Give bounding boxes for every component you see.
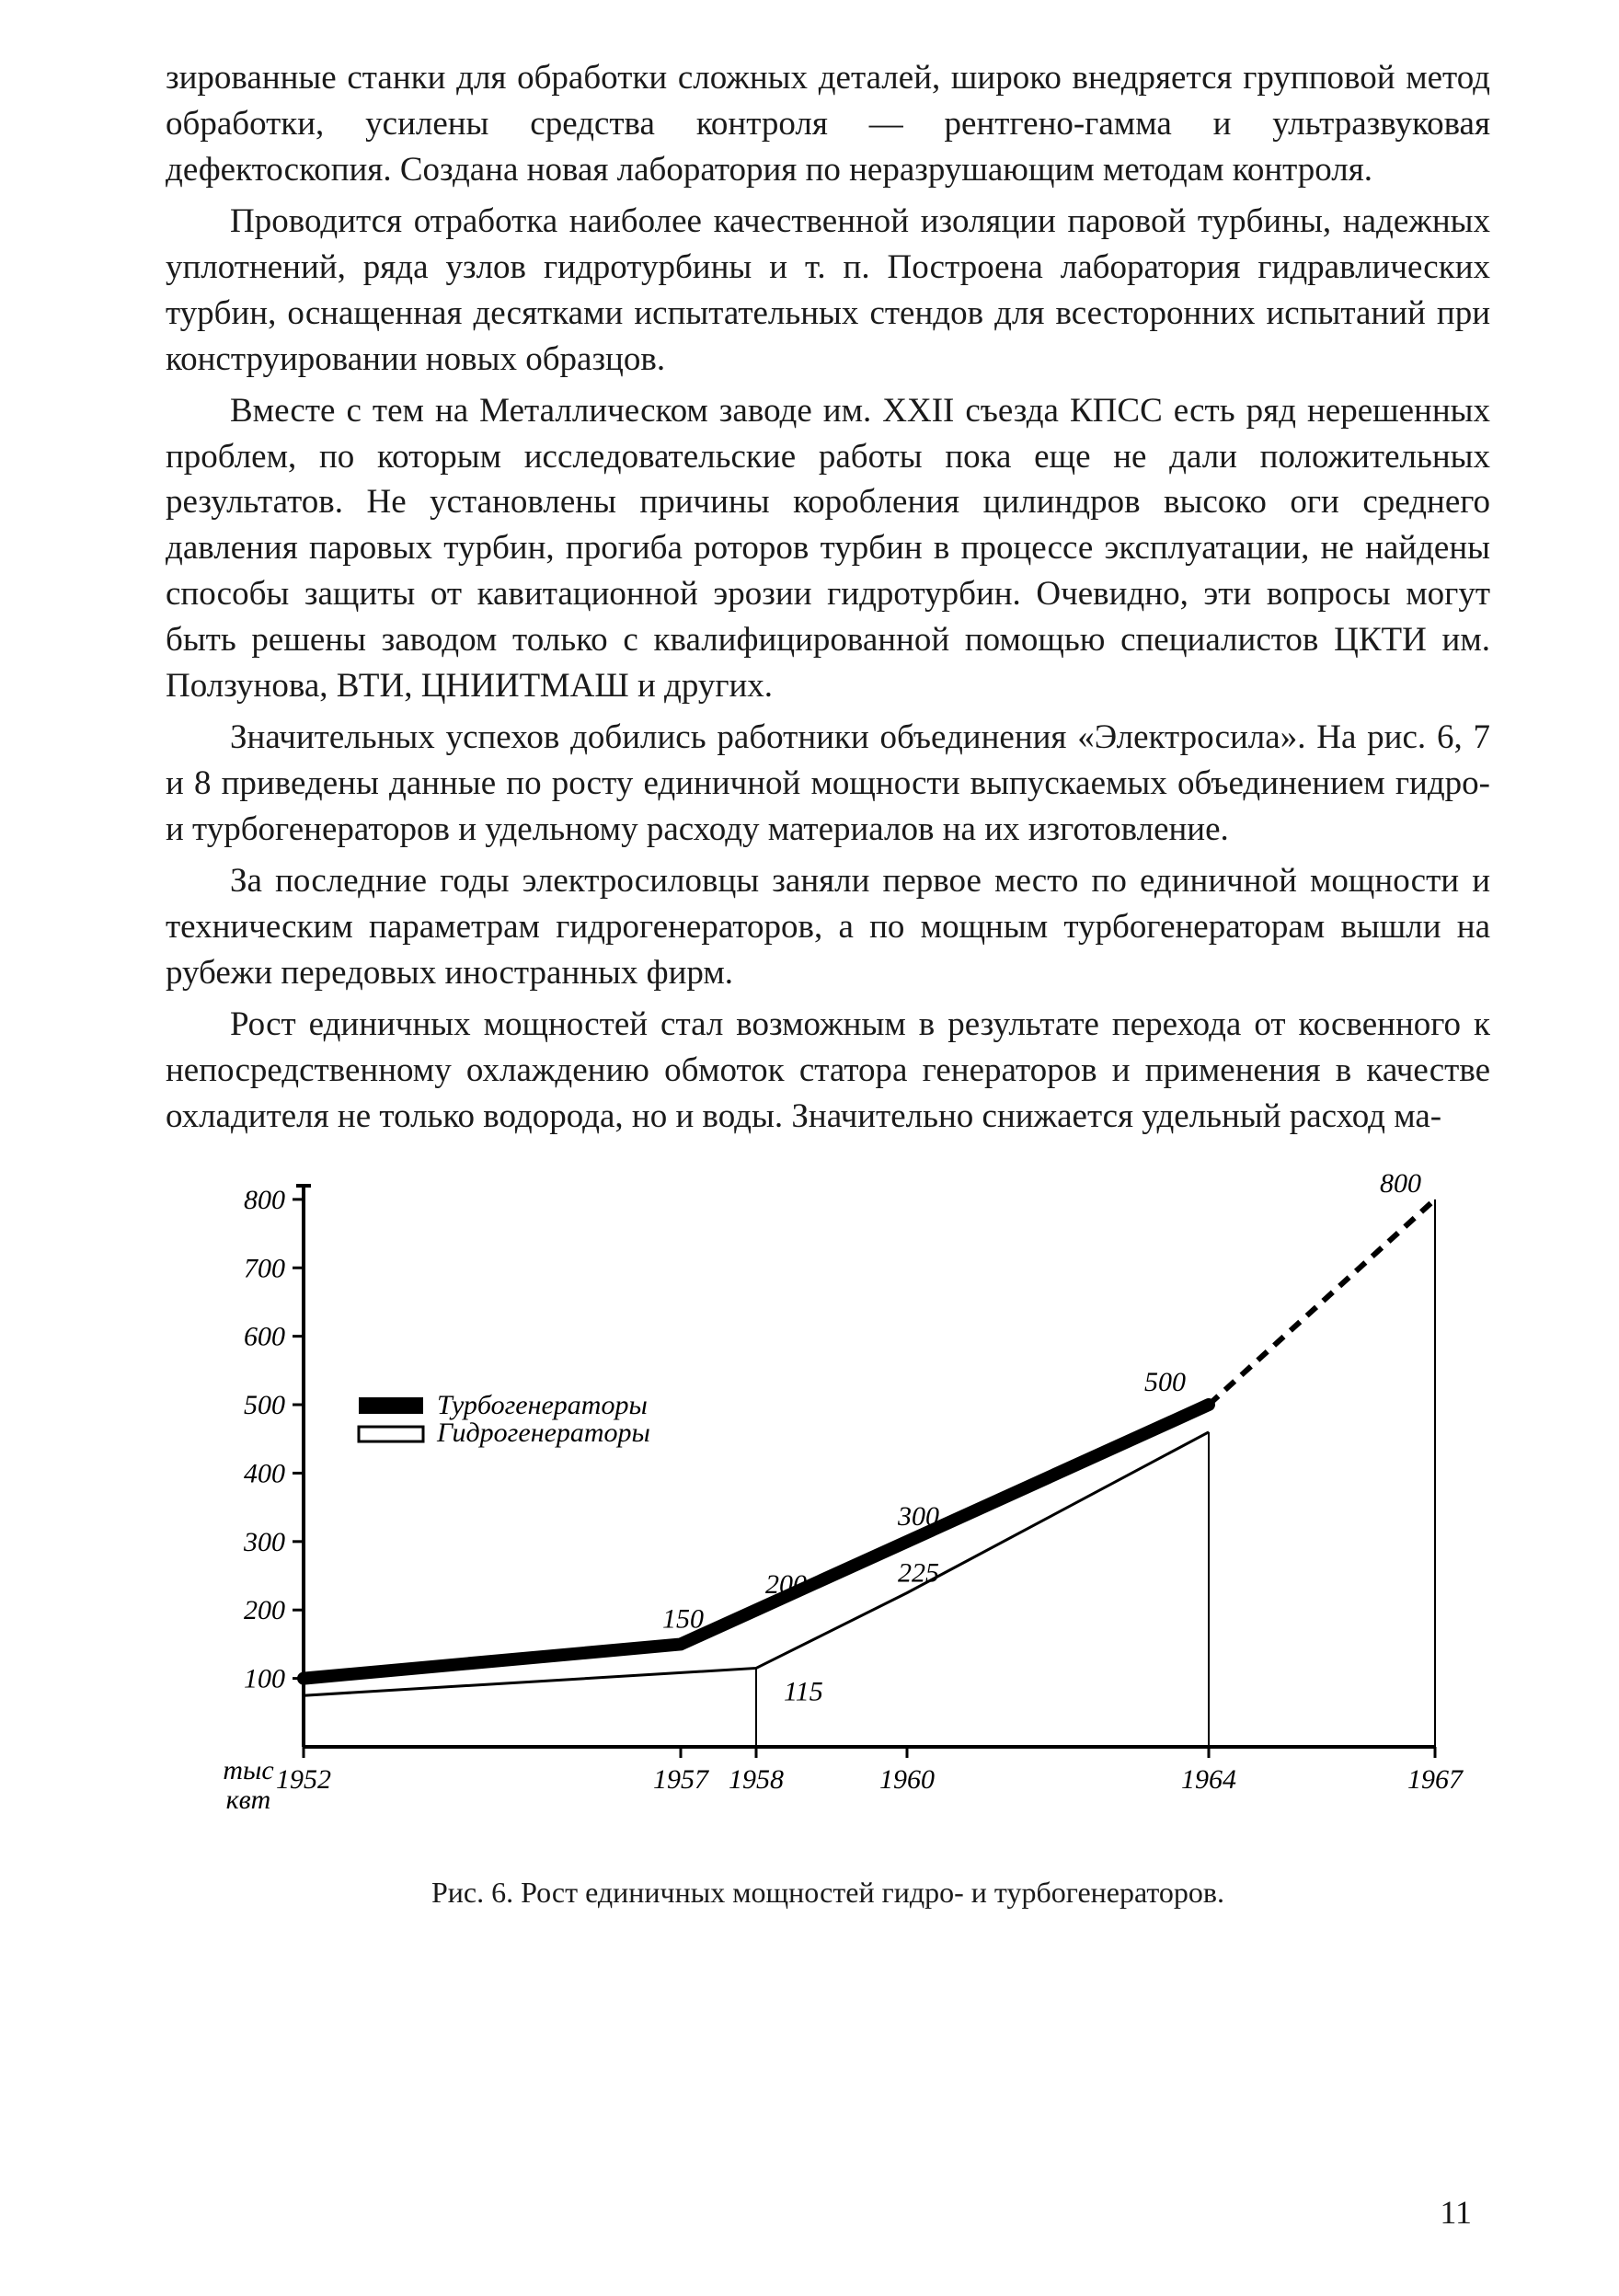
svg-text:тыс: тыс — [223, 1755, 273, 1785]
svg-text:500: 500 — [1144, 1367, 1186, 1397]
figure-6-caption: Рис. 6. Рост единичных мощностей гидро- … — [166, 1876, 1490, 1910]
svg-text:225: 225 — [898, 1557, 939, 1588]
svg-text:1952: 1952 — [276, 1764, 331, 1795]
svg-text:115: 115 — [784, 1676, 823, 1706]
paragraph-1: зированные станки для обработки сложных … — [166, 55, 1490, 193]
svg-text:1957: 1957 — [653, 1764, 710, 1795]
paragraph-6: Рост единичных мощностей стал возможным … — [166, 1002, 1490, 1140]
svg-text:300: 300 — [243, 1526, 285, 1556]
svg-text:200: 200 — [765, 1569, 807, 1600]
page: зированные станки для обработки сложных … — [0, 0, 1619, 2296]
svg-text:200: 200 — [244, 1595, 285, 1625]
svg-text:300: 300 — [897, 1500, 939, 1531]
paragraph-3: Вместе с тем на Металлическом заводе им.… — [166, 388, 1490, 710]
paragraph-4: Значительных успехов добились работники … — [166, 715, 1490, 853]
svg-text:100: 100 — [244, 1663, 285, 1693]
svg-text:800: 800 — [1380, 1167, 1421, 1198]
svg-text:1964: 1964 — [1181, 1764, 1236, 1795]
svg-text:квт: квт — [226, 1785, 271, 1815]
svg-text:700: 700 — [244, 1253, 285, 1283]
svg-text:Турбогенераторы: Турбогенераторы — [437, 1390, 648, 1420]
svg-text:800: 800 — [244, 1184, 285, 1214]
svg-text:1960: 1960 — [879, 1764, 935, 1795]
svg-text:150: 150 — [662, 1603, 704, 1634]
figure-6-chart: 100 200 300 400 500 600 700 800 тысквт1952 1957 19… — [184, 1167, 1472, 1866]
svg-text:1967: 1967 — [1407, 1764, 1464, 1795]
paragraph-2: Проводится отработка наиболее качественн… — [166, 199, 1490, 383]
page-number: 11 — [1440, 2193, 1472, 2232]
svg-text:500: 500 — [244, 1390, 285, 1420]
svg-text:400: 400 — [244, 1458, 285, 1488]
chart-svg: 100 200 300 400 500 600 700 800 тысквт1952 1957 19… — [184, 1167, 1472, 1830]
svg-text:600: 600 — [244, 1321, 285, 1351]
paragraph-5: За последние годы электросиловцы заняли … — [166, 858, 1490, 996]
svg-text:1958: 1958 — [729, 1764, 784, 1795]
svg-text:Гидрогенераторы: Гидрогенераторы — [436, 1418, 650, 1448]
